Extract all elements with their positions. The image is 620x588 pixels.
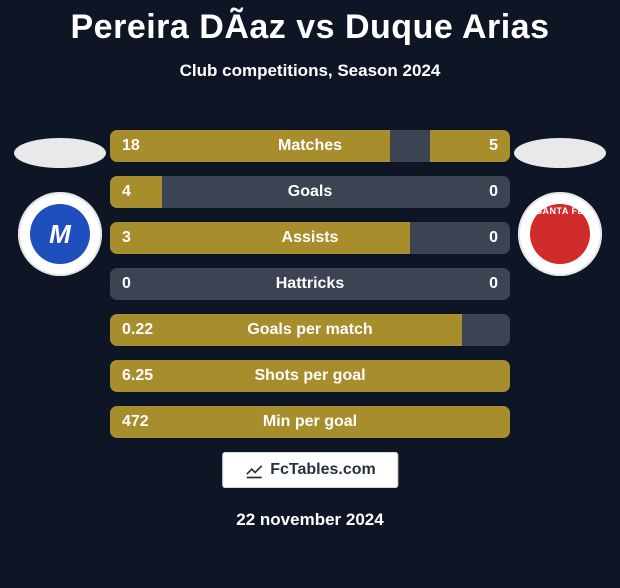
subtitle: Club competitions, Season 2024 [0, 61, 620, 81]
stat-label: Goals [110, 176, 510, 208]
snapshot-date: 22 november 2024 [0, 510, 620, 530]
stats-panel: 185Matches 40Goals 30Assists 00Hattricks 0.2… [110, 130, 510, 452]
confederation-logo-left [14, 138, 106, 168]
stat-row: 472Min per goal [110, 406, 510, 438]
club-crest-left: M [30, 204, 90, 264]
stat-label: Hattricks [110, 268, 510, 300]
stat-label: Min per goal [110, 406, 510, 438]
page-title: Pereira DÃ­az vs Duque Arias [0, 8, 620, 47]
club-badge-left: M [18, 192, 102, 276]
player-left-column: M [0, 138, 120, 276]
fctables-label: FcTables.com [270, 461, 376, 479]
stat-row: 30Assists [110, 222, 510, 254]
confederation-logo-right [514, 138, 606, 168]
stat-label: Shots per goal [110, 360, 510, 392]
stat-label: Goals per match [110, 314, 510, 346]
stat-row: 0.22Goals per match [110, 314, 510, 346]
fctables-badge[interactable]: FcTables.com [222, 452, 398, 488]
stat-row: 40Goals [110, 176, 510, 208]
stat-row: 6.25Shots per goal [110, 360, 510, 392]
club-crest-left-letter: M [49, 219, 71, 250]
chart-icon [244, 460, 264, 480]
stat-label: Matches [110, 130, 510, 162]
player-right-column: SANTA FE [500, 138, 620, 276]
club-crest-right-banner: SANTA FE [518, 206, 602, 216]
stat-label: Assists [110, 222, 510, 254]
stat-row: 185Matches [110, 130, 510, 162]
club-badge-right: SANTA FE [518, 192, 602, 276]
stat-row: 00Hattricks [110, 268, 510, 300]
